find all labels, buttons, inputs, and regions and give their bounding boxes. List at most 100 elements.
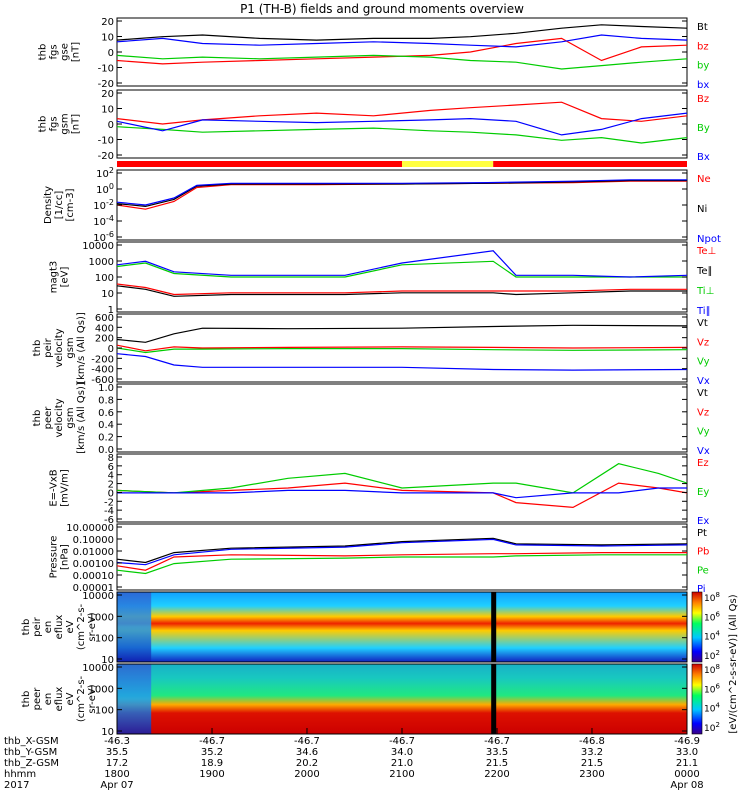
y-axis-label: eflux — [54, 615, 65, 640]
panel-frame — [116, 591, 688, 663]
x-axis-row-label: thb_Y-GSM — [4, 747, 57, 758]
y-axis-label: fgs — [49, 44, 60, 59]
legend-entry-Vy: Vy — [697, 357, 710, 368]
panel-peer_velocity: Vt Vz Vy Vx 1.00.8 0.60.4 0.20.0 thb peer velocit… — [32, 382, 710, 457]
spectrogram-field — [117, 592, 687, 662]
x-tick-label: 34.0 — [391, 747, 413, 758]
x-tick-label: 17.2 — [106, 758, 128, 769]
y-tick-label: 102 — [96, 166, 114, 180]
colorbar-label: [eV/(cm^2-s-sr-eV)] (All Qs) — [728, 594, 739, 733]
series-line-Te⊥ — [117, 283, 687, 296]
y-axis-label: gsm — [65, 407, 76, 428]
y-axis-label: [km/s (All Qs)] — [76, 382, 87, 454]
legend-entry-Ey: Ey — [697, 487, 709, 498]
y-tick-label: -4 — [104, 506, 114, 517]
y-axis-label: gse — [60, 43, 71, 61]
quality-segment — [117, 161, 402, 167]
y-tick-label: 1 — [108, 305, 114, 316]
y-axis-label: thb — [21, 619, 32, 636]
x-tick-label: Apr 07 — [100, 780, 133, 791]
y-tick-label: 8 — [108, 453, 114, 464]
legend-entry-Vy: Vy — [697, 427, 710, 438]
y-tick-label: -400 — [91, 365, 114, 376]
x-tick-label: -46.9 — [674, 736, 700, 747]
y-axis-label: magt3 — [49, 261, 60, 294]
y-tick-label: 10 — [101, 289, 114, 300]
y-tick-label: -20 — [98, 151, 114, 162]
legend-entry-Vz: Vz — [697, 337, 709, 348]
y-tick-label: 0.10000 — [73, 535, 114, 546]
legend-entry-By: By — [697, 123, 710, 134]
series-line-Npot — [117, 179, 687, 206]
legend-entry-Bz: Bz — [697, 94, 709, 105]
y-tick-label: -200 — [91, 354, 114, 365]
y-tick-label: 100 — [95, 273, 114, 284]
y-axis-label: (cm^2-s- — [76, 675, 87, 722]
x-tick-label: 34.6 — [296, 747, 318, 758]
y-axis-label: eflux — [54, 687, 65, 712]
y-tick-label: 1.0 — [98, 383, 114, 394]
panel-fgs_gsm: Bz By Bx 20 10 0 -10 -20 thb fgs gsm [nT] — [38, 89, 710, 163]
panel-density: Ne Ni Npot 102 100 10-2 10-4 10-6 Density [1/cc][… — [43, 166, 721, 245]
legend-entry-Npot: Npot — [697, 234, 721, 245]
y-axis-label: sr-eV) — [87, 684, 98, 713]
y-tick-label: 0.00100 — [73, 559, 114, 570]
y-axis-label: Pressure — [49, 536, 60, 579]
legend-entry-Bx: Bx — [697, 152, 710, 163]
y-axis-label: peir — [43, 337, 54, 357]
series-line-Ex — [117, 487, 687, 499]
quality-segment — [402, 161, 494, 167]
panel-peir_spectrogram: 108 106 104 102 [eV/(cm^2-s-sr-eV)] (All Qs)… — [21, 591, 739, 734]
panel-pressure: PtPbPePi10.000000.100000.010000.001000.0… — [49, 523, 710, 595]
legend-entry-bx: bx — [697, 80, 709, 91]
series-line-Vx — [117, 353, 687, 371]
panel-frame — [116, 17, 688, 87]
y-tick-label: 0.8 — [98, 395, 114, 406]
legend-entry-by: by — [697, 61, 709, 72]
y-axis-label: [cm-3] — [65, 188, 76, 221]
colorbar-tick-label: 104 — [704, 630, 720, 643]
y-tick-label: 10 — [101, 655, 114, 666]
y-tick-label: 0.4 — [98, 420, 114, 431]
x-tick-label: 18.9 — [201, 758, 223, 769]
legend-entry-Vt: Vt — [697, 388, 708, 399]
y-tick-label: 1000 — [89, 612, 114, 623]
series-line-Vy — [117, 347, 687, 354]
panel-frame — [116, 383, 688, 453]
legend-entry-Ne: Ne — [697, 174, 711, 185]
colorbar — [691, 663, 703, 735]
y-tick-label: 0.00010 — [73, 571, 114, 582]
y-tick-label: 400 — [95, 323, 114, 334]
panel-frame — [116, 89, 688, 159]
y-axis-label: [mV/m] — [60, 469, 71, 507]
y-tick-label: 100 — [96, 182, 114, 196]
legend-entry-bz: bz — [697, 41, 709, 52]
y-tick-label: 10-6 — [93, 230, 114, 244]
y-axis-label: eV — [65, 692, 76, 705]
colorbar — [691, 591, 703, 663]
x-tick-label: -46.3 — [104, 736, 130, 747]
series-line-Pi — [117, 538, 687, 566]
y-tick-label: 10.00000 — [66, 523, 114, 534]
x-tick-label: 21.5 — [581, 758, 603, 769]
y-tick-label: -10 — [98, 64, 114, 75]
x-tick-label: -46.7 — [389, 736, 415, 747]
y-tick-label: 2 — [108, 480, 114, 491]
y-tick-label: 10 — [101, 727, 114, 738]
x-axis-row-label: thb_X-GSM — [4, 736, 59, 747]
y-axis-label: fgs — [49, 116, 60, 131]
y-tick-label: -600 — [91, 375, 114, 386]
legend-entry-Te∥: Te∥ — [696, 266, 713, 277]
colorbar-tick-label: 102 — [704, 721, 720, 734]
legend-entry-Vz: Vz — [697, 407, 709, 418]
legend-entry-Bt: Bt — [697, 22, 708, 33]
panel-temperature: Te⊥ Te∥ Ti⊥ Ti∥ 10000 1000 100 10 1 magt3 [eV] — [49, 241, 717, 317]
legend-entry-Ti⊥: Ti⊥ — [696, 286, 714, 297]
y-axis-label: [nT] — [71, 42, 82, 62]
y-axis-label: peir — [32, 616, 43, 636]
spectrogram-field — [117, 664, 687, 734]
y-axis-label: thb — [38, 116, 49, 133]
